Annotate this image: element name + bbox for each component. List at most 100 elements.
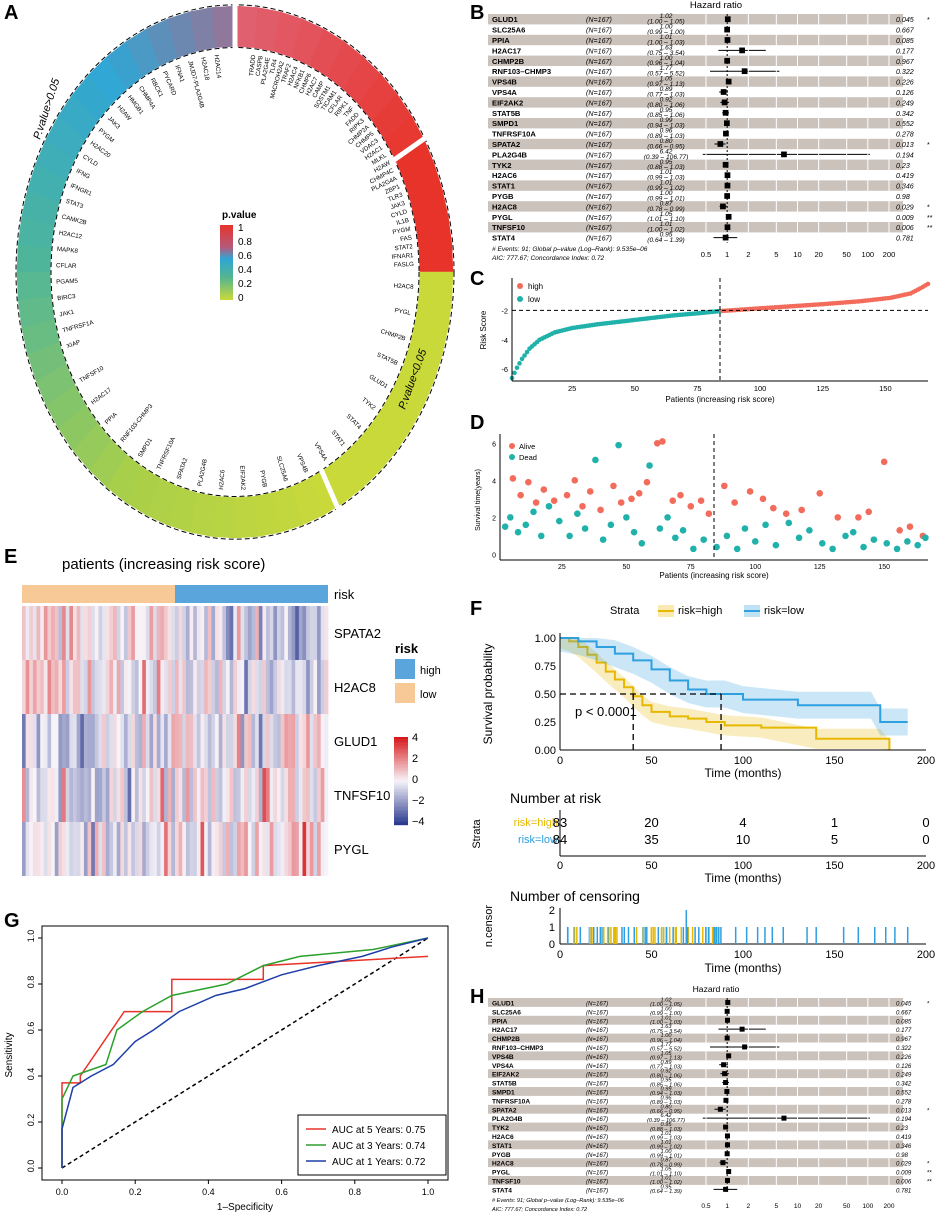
heatmap-cell — [313, 768, 318, 822]
forest-title: Hazard ratio — [690, 0, 742, 11]
heatmap-cell — [36, 822, 41, 876]
alive-point — [635, 489, 643, 497]
heatmap-cell — [295, 714, 300, 768]
panel-f-km: Strata risk=high risk=low p < 0.0001 0.00 0.2… — [471, 605, 935, 975]
risk-table-cell: 35 — [644, 832, 658, 847]
colorbar-step — [394, 818, 408, 821]
heatmap-cell — [62, 768, 67, 822]
forest-pvalue: 0.98 — [896, 193, 910, 201]
roc-y-tick: 0.6 — [26, 1022, 36, 1035]
dead-point — [922, 534, 929, 542]
heatmap-cell — [280, 714, 285, 768]
risk-annotation-label: risk — [334, 587, 355, 602]
forest-gene: H2AC8 — [492, 1161, 514, 1168]
forest-hr: 0.99 — [660, 117, 673, 124]
heatmap-cell — [185, 606, 190, 660]
forest-point — [722, 1071, 728, 1077]
risk-legend-label: high — [420, 665, 441, 677]
heatmap-cell — [131, 822, 136, 876]
forest-row-band — [488, 118, 903, 129]
heatmap-cell — [204, 822, 209, 876]
forest-point — [724, 182, 731, 189]
forest-point — [720, 203, 726, 210]
dead-point — [829, 545, 836, 553]
heatmap-cell — [178, 714, 183, 768]
forest-gene: VPS4B — [492, 78, 517, 87]
heatmap-cell — [65, 768, 70, 822]
forest-n: (N=167) — [586, 183, 612, 191]
colorbar-step — [394, 750, 408, 753]
forest-pvalue: 0.126 — [896, 89, 914, 97]
heatmap-cell — [258, 714, 263, 768]
risk-table-cell: 0 — [922, 832, 929, 847]
heatmap-cell — [244, 606, 249, 660]
heatmap-cell — [25, 768, 30, 822]
forest-xtick: 10 — [793, 250, 801, 259]
dead-point — [581, 525, 589, 532]
heatmap-cell — [211, 768, 216, 822]
ring-gene-label: JAK3 — [106, 115, 122, 131]
colorbar-tick: 0 — [412, 774, 418, 786]
km-y-tick: 0.50 — [535, 689, 556, 701]
forest-pvalue: 0.781 — [896, 235, 914, 243]
heatmap-row-label: H2AC8 — [334, 680, 376, 695]
ring-gene-label: CAMK2B — [61, 213, 87, 226]
colorbar-step — [394, 805, 408, 808]
forest-n: (N=167) — [586, 1143, 608, 1150]
forest-point — [724, 57, 731, 64]
heatmap-cell — [76, 660, 81, 714]
forest-xtick: 200 — [883, 250, 896, 259]
y-axis-label: Risk Score — [479, 310, 488, 349]
heatmap-cell — [269, 714, 274, 768]
y-tick-label: 2 — [492, 515, 496, 522]
forest-xtick: 10 — [794, 1203, 802, 1210]
forest-ci: (1.00 – 1.05) — [650, 1002, 682, 1008]
forest-hr: 1.00 — [661, 1006, 673, 1012]
heatmap-cell — [309, 714, 314, 768]
heatmap-cell — [25, 660, 30, 714]
colorbar-tick: −2 — [412, 795, 425, 807]
heatmap-cell — [280, 768, 285, 822]
forest-ci: (0.39 – 106.77) — [647, 1118, 685, 1124]
risk-table-cell: 20 — [644, 815, 658, 830]
heatmap-cell — [258, 768, 263, 822]
forest-hr: 0.87 — [661, 1158, 673, 1164]
forest-gene: H2AC6 — [492, 1134, 514, 1141]
heatmap-cell — [255, 714, 260, 768]
heatmap-cell — [229, 822, 234, 876]
forest-gene: STAT1 — [492, 1143, 512, 1150]
heatmap-cell — [62, 606, 67, 660]
forest-hr: 0.95 — [661, 1184, 673, 1190]
forest-row-band — [488, 201, 903, 212]
forest-title: Hazard ratio — [693, 986, 740, 994]
heatmap-cell — [269, 606, 274, 660]
colorbar-step — [394, 794, 408, 797]
ring-gene-label: CHMP2B — [380, 328, 407, 343]
colorbar-step — [394, 752, 408, 755]
forest-pvalue: 0.552 — [896, 1089, 912, 1096]
heatmap-cell — [167, 768, 172, 822]
legend-swatch — [509, 454, 515, 460]
heatmap-cell — [298, 768, 303, 822]
heatmap-cell — [247, 660, 252, 714]
forest-pvalue: 0.667 — [896, 27, 915, 35]
heatmap-cell — [189, 660, 194, 714]
forest-n: (N=167) — [586, 1125, 608, 1132]
heatmap-cell — [302, 714, 307, 768]
heatmap-cell — [36, 768, 41, 822]
alive-point — [571, 477, 579, 484]
heatmap-row-label: TNFSF10 — [334, 788, 390, 803]
forest-n: (N=167) — [586, 1081, 608, 1088]
risk-score-point — [512, 370, 517, 376]
legend-label: Alive — [519, 442, 535, 451]
heatmap-cell — [287, 660, 292, 714]
heatmap-cell — [317, 660, 322, 714]
ring-gene-label: JAK1 — [59, 309, 75, 319]
x-tick-label: 100 — [754, 384, 767, 393]
forest-point — [720, 1160, 726, 1166]
ring-gene-label: H2AC8 — [393, 282, 414, 290]
dead-point — [599, 536, 607, 543]
km-x-tick: 100 — [734, 755, 752, 767]
heatmap-cell — [287, 606, 292, 660]
forest-gene: STAT1 — [492, 182, 516, 191]
